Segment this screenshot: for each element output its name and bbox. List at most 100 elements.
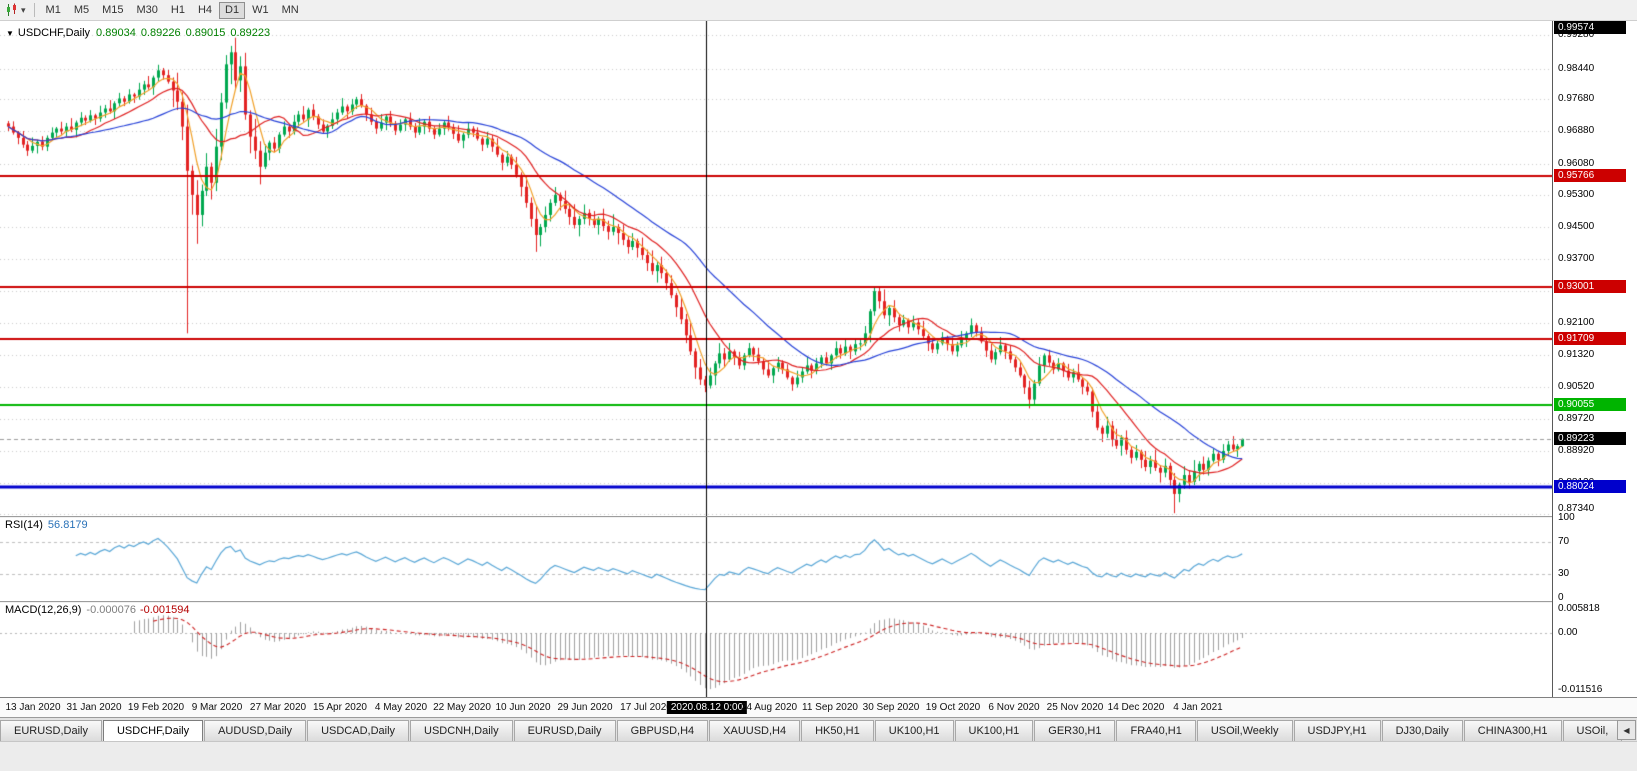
chart-tab-usdjpy-h1[interactable]: USDJPY,H1 — [1293, 720, 1381, 741]
chart-tab-bar: EURUSD,Daily USDCHF,Daily AUDUSD,Daily USDC… — [0, 717, 1637, 741]
rsi-axis-label: 100 — [1558, 512, 1575, 523]
price-level-badge: 0.93001 — [1554, 280, 1626, 293]
timeframe-button-group: M1 M5 M15 M30 H1 H4 D1 W1 MN — [40, 1, 305, 19]
price-badge-top: 0.99574 — [1554, 21, 1626, 34]
candlestick-glyph — [7, 3, 16, 16]
chart-tab-uk100-h1[interactable]: UK100,H1 — [874, 720, 954, 741]
rsi-value: 56.8179 — [47, 519, 88, 531]
price-level-badge: 0.91709 — [1554, 332, 1626, 345]
price-axis-label: 0.90520 — [1558, 381, 1595, 392]
date-tick-label: 9 Mar 2020 — [191, 702, 243, 713]
macd-indicator-label: MACD(12,26,9) -0.000076 -0.001594 — [5, 604, 190, 616]
date-tick-label: 22 May 2020 — [433, 702, 491, 713]
macd-signal-value: -0.001594 — [139, 604, 190, 616]
chart-tab-ger30-h1[interactable]: GER30,H1 — [1034, 720, 1116, 741]
price-axis-label: 0.91320 — [1558, 349, 1595, 360]
chart-tab-dj30-daily[interactable]: DJ30,Daily — [1381, 720, 1463, 741]
price-axis[interactable]: 0.99574 0.99280 0.98440 0.97680 0.96880 0.960… — [1552, 21, 1637, 697]
date-axis[interactable]: 13 Jan 2020 31 Jan 2020 19 Feb 2020 9 Mar 2… — [0, 697, 1637, 717]
timeframe-button-m5[interactable]: M5 — [73, 3, 90, 16]
timeframe-button-m30[interactable]: M30 — [136, 3, 158, 16]
price-axis-label: 0.96080 — [1558, 158, 1595, 169]
date-tick-label: 15 Apr 2020 — [313, 702, 367, 713]
date-tick-label: 11 Sep 2020 — [802, 702, 858, 713]
date-tick-label: 31 Jan 2020 — [66, 702, 122, 713]
date-tick-label: 25 Nov 2020 — [1046, 702, 1104, 713]
open-value: 0.89034 — [96, 27, 136, 39]
date-tick-label: 4 Jan 2021 — [1173, 702, 1223, 713]
timeframe-button-mn[interactable]: MN — [281, 3, 299, 16]
chart-tab-gbpusd-h4[interactable]: GBPUSD,H4 — [616, 720, 709, 741]
symbol-period-label: USDCHF,Daily — [17, 27, 91, 39]
timeframe-button-h4[interactable]: H4 — [197, 3, 213, 16]
chart-type-dropdown-caret[interactable]: ▾ — [21, 4, 26, 15]
chart-symbol-label: ▼ USDCHF,Daily 0.89034 0.89226 0.89015 0.8922… — [6, 27, 275, 39]
rsi-indicator-label: RSI(14) 56.8179 — [5, 519, 88, 531]
chart-tab-usdchf-daily[interactable]: USDCHF,Daily — [102, 720, 204, 741]
macd-axis-label: -0.011516 — [1558, 684, 1603, 695]
high-value: 0.89226 — [140, 27, 181, 39]
main-price-chart[interactable] — [0, 21, 1552, 516]
date-tick-label: 27 Mar 2020 — [249, 702, 307, 713]
timeframe-button-h1[interactable]: H1 — [170, 3, 185, 16]
price-axis-label: 0.98440 — [1558, 63, 1595, 74]
price-axis-label: 0.93700 — [1558, 253, 1595, 264]
status-bar — [0, 741, 1637, 771]
price-axis-label: 0.88920 — [1558, 445, 1595, 456]
date-tick-label: 19 Feb 2020 — [127, 702, 185, 713]
date-tick-label: 17 Jul 2020 — [620, 702, 672, 713]
chart-tab-usdcad-daily[interactable]: USDCAD,Daily — [307, 720, 410, 741]
rsi-name: RSI(14) — [5, 519, 43, 531]
date-tick-label: 14 Dec 2020 — [1107, 702, 1165, 713]
low-value: 0.89015 — [185, 27, 226, 39]
date-tick-label: 10 Jun 2020 — [495, 702, 551, 713]
chart-tab-china300-h1[interactable]: CHINA300,H1 — [1463, 720, 1562, 741]
timeframe-button-d1[interactable]: D1 — [219, 1, 246, 19]
rsi-axis-label: 70 — [1558, 536, 1570, 547]
chart-type-icon[interactable] — [4, 2, 20, 18]
macd-name: MACD(12,26,9) — [5, 604, 82, 616]
date-tick-label: 24 Aug 2020 — [740, 702, 798, 713]
toolbar-separator — [33, 3, 35, 17]
rsi-axis-label: 0 — [1558, 592, 1564, 603]
date-tick-label: 13 Jan 2020 — [5, 702, 61, 713]
current-price-badge: 0.89223 — [1554, 432, 1626, 445]
timeframe-button-w1[interactable]: W1 — [252, 3, 269, 16]
date-tick-label: 4 May 2020 — [374, 702, 428, 713]
tab-scroll-button[interactable]: ◀ — [1617, 720, 1636, 740]
rsi-panel-chart[interactable] — [0, 516, 1552, 601]
chart-tab-usoil-weekly[interactable]: USOil,Weekly — [1196, 720, 1293, 741]
price-level-badge: 0.88024 — [1554, 480, 1626, 493]
price-axis-label: 0.95300 — [1558, 189, 1595, 200]
macd-panel-chart[interactable] — [0, 601, 1552, 697]
date-tick-label: 29 Jun 2020 — [557, 702, 613, 713]
chart-tab-xauusd-h4[interactable]: XAUUSD,H4 — [709, 720, 801, 741]
price-level-badge: 0.95766 — [1554, 169, 1626, 182]
price-axis-label: 0.87340 — [1558, 503, 1595, 514]
chart-tab-eurusd-daily[interactable]: EURUSD,Daily — [0, 720, 102, 741]
ohlc-collapse-arrow[interactable]: ▼ — [6, 29, 14, 38]
chart-tab-uk100-h1[interactable]: UK100,H1 — [954, 720, 1034, 741]
chart-tab-eurusd-daily[interactable]: EURUSD,Daily — [513, 720, 616, 741]
price-axis-label: 0.92100 — [1558, 317, 1595, 328]
price-axis-label: 0.96880 — [1558, 125, 1595, 136]
date-tick-label: 30 Sep 2020 — [862, 702, 920, 713]
vline-date-badge: 2020.08.12 0:00 — [666, 701, 748, 714]
price-axis-label: 0.99280 — [1558, 29, 1595, 40]
chart-tab-fra40-h1[interactable]: FRA40,H1 — [1116, 720, 1196, 741]
macd-axis-label: 0.005818 — [1558, 603, 1600, 614]
ohlc-values: 0.89034 0.89226 0.89015 0.89223 — [96, 27, 275, 39]
timeframe-button-m1[interactable]: M1 — [45, 3, 61, 16]
price-axis-label: 0.89720 — [1558, 413, 1595, 424]
chart-tab-audusd-daily[interactable]: AUDUSD,Daily — [204, 720, 307, 741]
rsi-axis-label: 30 — [1558, 568, 1570, 579]
price-axis-label: 0.97680 — [1558, 93, 1595, 104]
chart-tab-usdcnh-daily[interactable]: USDCNH,Daily — [410, 720, 513, 741]
chart-tab-hk50-h1[interactable]: HK50,H1 — [801, 720, 874, 741]
price-axis-label: 0.94500 — [1558, 221, 1595, 232]
macd-main-value: -0.000076 — [86, 604, 136, 616]
date-tick-label: 6 Nov 2020 — [988, 702, 1040, 713]
timeframe-button-m15[interactable]: M15 — [102, 3, 124, 16]
chart-tab-usoil-[interactable]: USOil, — [1562, 720, 1623, 741]
